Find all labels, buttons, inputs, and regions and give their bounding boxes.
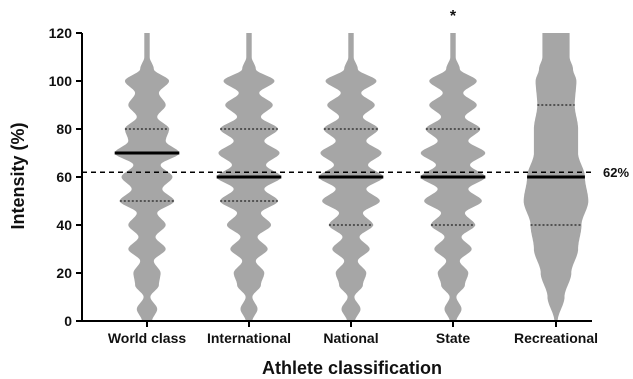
y-tick-label: 100 <box>49 73 73 89</box>
x-tick-label: Recreational <box>514 330 598 346</box>
y-tick-label: 20 <box>56 265 72 281</box>
x-tick-label: International <box>207 330 291 346</box>
y-tick-label: 0 <box>64 313 72 329</box>
y-axis-title: Intensity (%) <box>8 122 28 229</box>
y-tick-label: 120 <box>49 25 73 41</box>
significance-marker: * <box>450 8 457 25</box>
axes-group: 0 20 40 60 80 100 120 World class International N… <box>49 25 598 346</box>
x-tick-label: National <box>323 330 378 346</box>
reference-line-label: 62% <box>603 165 629 180</box>
violins-group <box>114 33 589 321</box>
x-tick-label: World class <box>108 330 187 346</box>
y-tick-label: 40 <box>56 217 72 233</box>
violin-world-class <box>114 33 180 321</box>
y-tick-label: 60 <box>56 169 72 185</box>
reference-line-group: 62% * <box>82 8 629 180</box>
y-tick-label: 80 <box>56 121 72 137</box>
x-tick-label: State <box>436 330 470 346</box>
x-axis-title: Athlete classification <box>262 358 442 378</box>
